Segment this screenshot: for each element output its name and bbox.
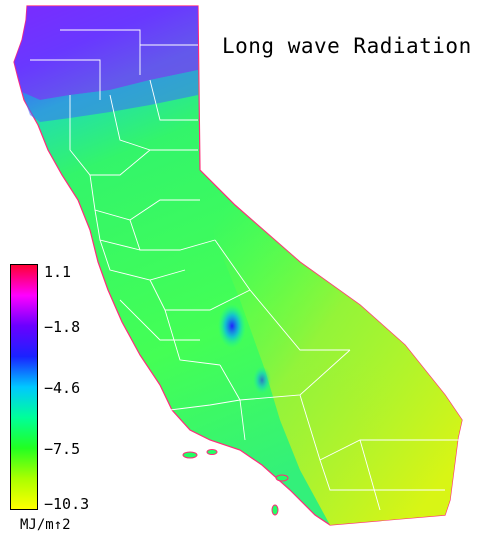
- valley-low-spot-south: [253, 366, 271, 394]
- county-boundaries: [30, 29, 460, 511]
- legend-tick-max: 1.1: [44, 263, 72, 281]
- desert-region: [200, 170, 462, 525]
- legend-tick-2: −1.8: [44, 318, 81, 336]
- map-title: Long wave Radiation: [222, 34, 472, 58]
- north-region: [14, 6, 198, 100]
- legend-tick-min: −10.3: [44, 495, 90, 513]
- valley-low-spot: [218, 304, 246, 348]
- legend-tick-4: −7.5: [44, 440, 81, 458]
- color-scale-bar: [10, 264, 38, 510]
- legend-tick-3: −4.6: [44, 379, 81, 397]
- channel-islands: [182, 449, 289, 516]
- legend-unit: MJ/m↑2: [20, 517, 71, 533]
